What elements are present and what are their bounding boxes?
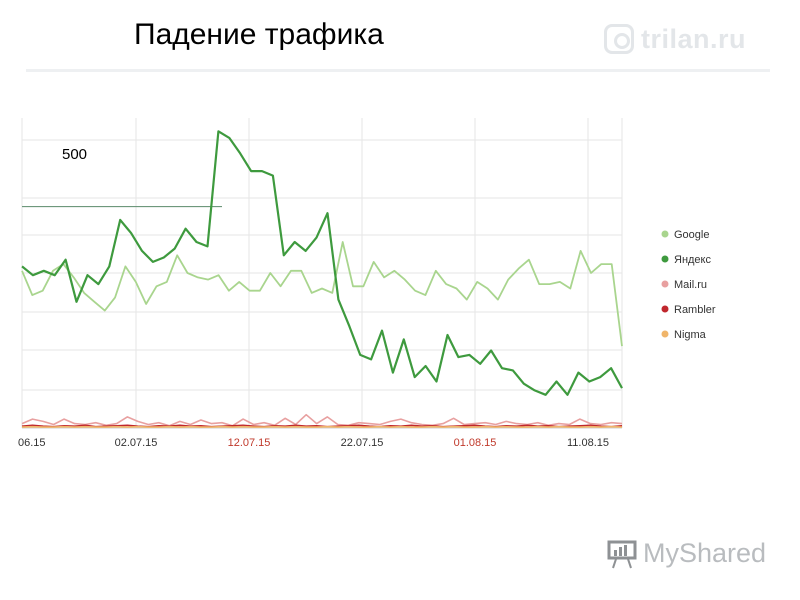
legend-marker [661, 305, 669, 313]
annotation-label: 500 [62, 146, 87, 163]
x-tick-label: 01.08.15 [454, 437, 497, 449]
x-tick-label: 12.07.15 [228, 437, 271, 449]
legend-marker [661, 330, 669, 338]
legend-marker [661, 255, 669, 263]
x-tick-label: 02.07.15 [115, 437, 158, 449]
chart-legend: Google Яндекс Mail.ru Rambler Nigma [661, 229, 716, 341]
legend-label: Rambler [674, 304, 716, 316]
watermark-text: MyShared [643, 538, 767, 568]
series-lines [21, 130, 623, 428]
legend-label: Mail.ru [674, 279, 707, 291]
x-tick-label: 11.08.15 [567, 437, 609, 449]
logo-text: trilan.ru [641, 23, 747, 54]
presentation-board-icon [607, 540, 637, 568]
myshared-watermark: MyShared [607, 538, 766, 569]
legend-marker [661, 280, 669, 288]
page-title: Падение трафика [134, 18, 384, 51]
title-divider [26, 69, 770, 72]
series-line-1 [21, 241, 623, 347]
chart-grid [21, 118, 623, 429]
legend-label: Яндекс [674, 254, 711, 266]
legend-label: Nigma [674, 329, 707, 341]
x-tick-label: 06.15 [18, 437, 46, 449]
x-axis-ticks: 06.15 02.07.15 12.07.15 22.07.15 01.08.15 11.… [18, 437, 609, 449]
camera-logo-icon [604, 24, 634, 54]
legend-marker [661, 230, 669, 238]
trilan-logo: trilan.ru [604, 22, 746, 56]
x-tick-label: 22.07.15 [341, 437, 384, 449]
legend-label: Google [674, 229, 709, 241]
series-line-3 [21, 413, 623, 427]
series-line-2 [21, 130, 623, 396]
traffic-chart: 500 06.15 02.07.15 12.07.15 22.07.15 01.08.1… [18, 118, 716, 449]
